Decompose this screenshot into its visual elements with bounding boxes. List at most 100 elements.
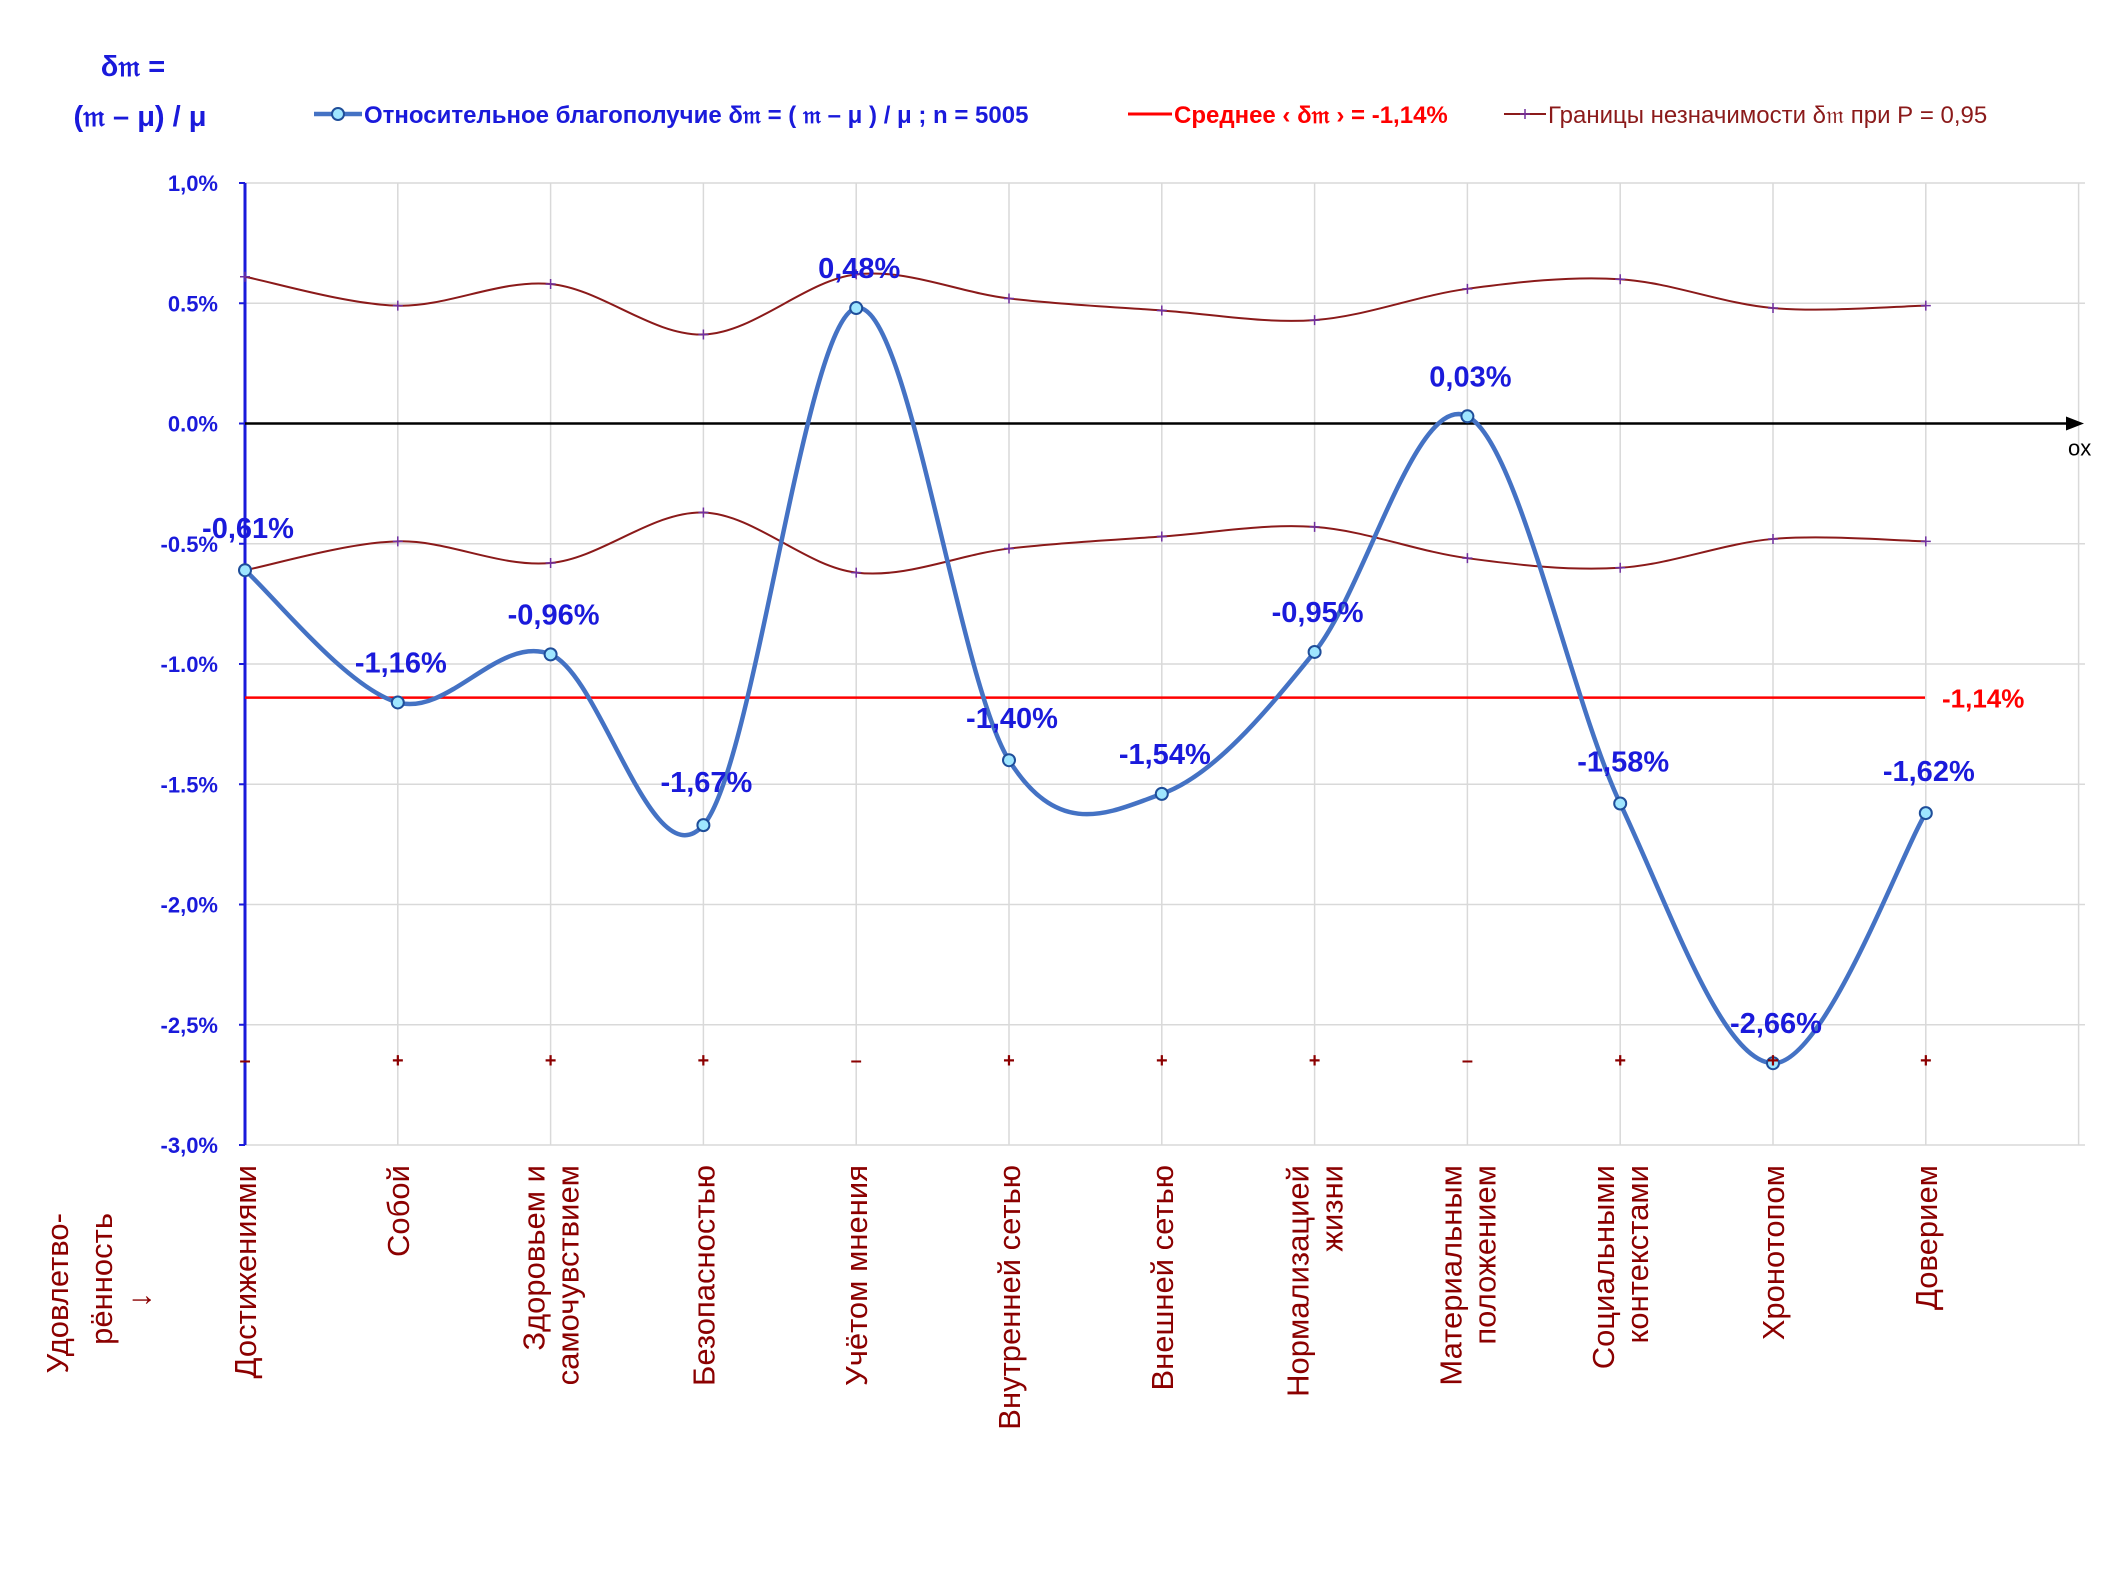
bound-lower-point bbox=[698, 507, 709, 518]
legend: Относительное благополучие δ𝔪 = ( 𝔪 – μ … bbox=[314, 102, 1987, 129]
bound-upper-point bbox=[392, 300, 403, 311]
legend-mean-label: Среднее ‹ δ𝔪 › = -1,14% bbox=[1174, 102, 1448, 129]
main-series-point bbox=[1002, 753, 1016, 768]
data-label: 0,03% bbox=[1429, 361, 1511, 393]
y-ticks: 1,0% 0.5% 0.0% -0.5% -1.0% -1.5% -2,0% -2,5% -3,… bbox=[161, 171, 245, 1158]
significance-marker: – bbox=[1462, 1050, 1473, 1072]
grid bbox=[245, 182, 2085, 1146]
bound-upper-point bbox=[1615, 274, 1626, 285]
y-axis-title-line-2: (𝔪 – μ) / μ bbox=[73, 101, 206, 133]
bound-upper-point bbox=[1920, 300, 1931, 311]
data-label: -0,96% bbox=[508, 599, 600, 631]
x-axis-end-label: ox bbox=[2068, 436, 2091, 461]
bound-upper-point bbox=[1004, 293, 1014, 304]
category-labels: Достижениями Собой Здоровьем и самочувствие… bbox=[228, 1165, 1944, 1430]
bound-upper-point bbox=[545, 279, 556, 290]
data-label: -0,61% bbox=[202, 513, 294, 545]
data-label: -1,62% bbox=[1883, 756, 1975, 788]
legend-bounds-marker bbox=[1520, 109, 1530, 119]
category-label: жизни bbox=[1315, 1165, 1350, 1252]
data-label: -1,67% bbox=[660, 767, 752, 799]
main-series-point bbox=[1766, 1056, 1780, 1071]
bound-upper-point bbox=[698, 329, 709, 340]
main-series-point bbox=[238, 563, 252, 578]
data-label: -1,58% bbox=[1577, 746, 1669, 778]
bound-upper-point bbox=[1309, 315, 1320, 326]
main-series-line bbox=[243, 305, 1928, 1066]
bound-upper-point bbox=[851, 269, 862, 280]
bound-lower-point bbox=[1004, 543, 1014, 554]
bound-lower-point bbox=[1768, 533, 1778, 544]
significance-markers: – + + + – + + + – + + + bbox=[239, 1050, 1931, 1072]
category-label: Внешней сетью bbox=[1145, 1165, 1180, 1391]
category-label: Собой bbox=[381, 1165, 416, 1257]
bound-lower-line bbox=[244, 511, 1926, 575]
bound-upper-point bbox=[1156, 305, 1167, 316]
main-series-point bbox=[1613, 796, 1628, 811]
main-series bbox=[238, 301, 1933, 1071]
data-label: -2,66% bbox=[1730, 1008, 1822, 1040]
significance-marker: + bbox=[1156, 1050, 1168, 1072]
y-tick-label: 0.0% bbox=[168, 412, 218, 437]
legend-main-label: Относительное благополучие δ𝔪 = ( 𝔪 – μ … bbox=[364, 102, 1028, 129]
main-series-point bbox=[1307, 644, 1322, 659]
category-label: Достижениями bbox=[228, 1165, 263, 1378]
bound-upper-point bbox=[1462, 283, 1473, 294]
bound-lower-point bbox=[545, 557, 556, 568]
category-label: Внутренней сетью bbox=[992, 1165, 1027, 1430]
main-series-point bbox=[1460, 409, 1475, 424]
significance-marker: + bbox=[1003, 1050, 1015, 1072]
mean-label: -1,14% bbox=[1942, 684, 2024, 714]
significance-marker: + bbox=[1920, 1050, 1932, 1072]
category-label: Доверием bbox=[1909, 1165, 1944, 1310]
x-axis-note-line: Удовлетво- bbox=[40, 1213, 75, 1374]
main-series-point bbox=[1918, 806, 1933, 821]
bound-lower-point bbox=[851, 567, 862, 578]
category-label: Нормализацией bbox=[1281, 1165, 1316, 1397]
data-label: -1,54% bbox=[1119, 739, 1211, 771]
category-label: Учётом мнения bbox=[839, 1165, 874, 1386]
category-label: Материальным bbox=[1433, 1165, 1468, 1386]
legend-main-marker bbox=[331, 107, 345, 121]
legend-bounds-label: Границы незначимости δ𝔪 при Р = 0,95 bbox=[1548, 102, 1987, 129]
category-label: Хронотопом bbox=[1756, 1165, 1791, 1340]
bound-upper-line bbox=[244, 272, 1926, 336]
y-tick-label: -1.0% bbox=[161, 652, 218, 677]
significance-marker: – bbox=[851, 1050, 862, 1072]
y-tick-label: -0.5% bbox=[161, 532, 218, 557]
bound-upper-point bbox=[1768, 303, 1778, 314]
significance-marker: + bbox=[698, 1050, 710, 1072]
y-tick-label: 1,0% bbox=[168, 171, 218, 196]
data-label: 0,48% bbox=[818, 253, 900, 285]
bound-lower-point bbox=[392, 536, 403, 547]
category-label: положением bbox=[1467, 1165, 1502, 1345]
x-axis-note-arrow: ↓ bbox=[122, 1292, 157, 1308]
significance-marker: – bbox=[239, 1050, 250, 1072]
y-tick-label: -2,0% bbox=[161, 893, 218, 918]
bound-lower-point bbox=[1156, 531, 1167, 542]
main-series-point bbox=[543, 647, 558, 662]
significance-marker: + bbox=[392, 1050, 404, 1072]
main-series-point bbox=[849, 301, 864, 316]
titles: Удовлетво-рённость ↓ δ𝔪 = (𝔪 – μ) / μ bbox=[40, 51, 207, 1374]
bound-lower-point bbox=[1920, 536, 1931, 547]
main-series-point bbox=[1154, 786, 1169, 801]
category-label: контекстами bbox=[1620, 1165, 1655, 1344]
y-axis-title-line-1: δ𝔪 = bbox=[101, 51, 165, 83]
y-tick-label: -3,0% bbox=[161, 1133, 218, 1158]
data-label: -0,95% bbox=[1272, 597, 1364, 629]
x-axis-arrow bbox=[2066, 416, 2084, 431]
significance-marker: + bbox=[1767, 1050, 1779, 1072]
data-labels: -0,61% -1,16% -0,96% -1,67% 0,48% -1,40% -1,54… bbox=[202, 253, 1975, 1040]
significance-marker: + bbox=[1614, 1050, 1626, 1072]
mean-line: -1,14% bbox=[245, 684, 2024, 714]
bound-upper-point bbox=[240, 271, 250, 282]
main-series-point bbox=[390, 695, 405, 710]
data-label: -1,40% bbox=[966, 703, 1058, 735]
bound-lower-point bbox=[1462, 553, 1473, 564]
significance-bounds bbox=[240, 269, 1931, 578]
y-tick-label: -2,5% bbox=[161, 1013, 218, 1038]
y-tick-label: -1.5% bbox=[161, 772, 218, 797]
significance-marker: + bbox=[545, 1050, 557, 1072]
